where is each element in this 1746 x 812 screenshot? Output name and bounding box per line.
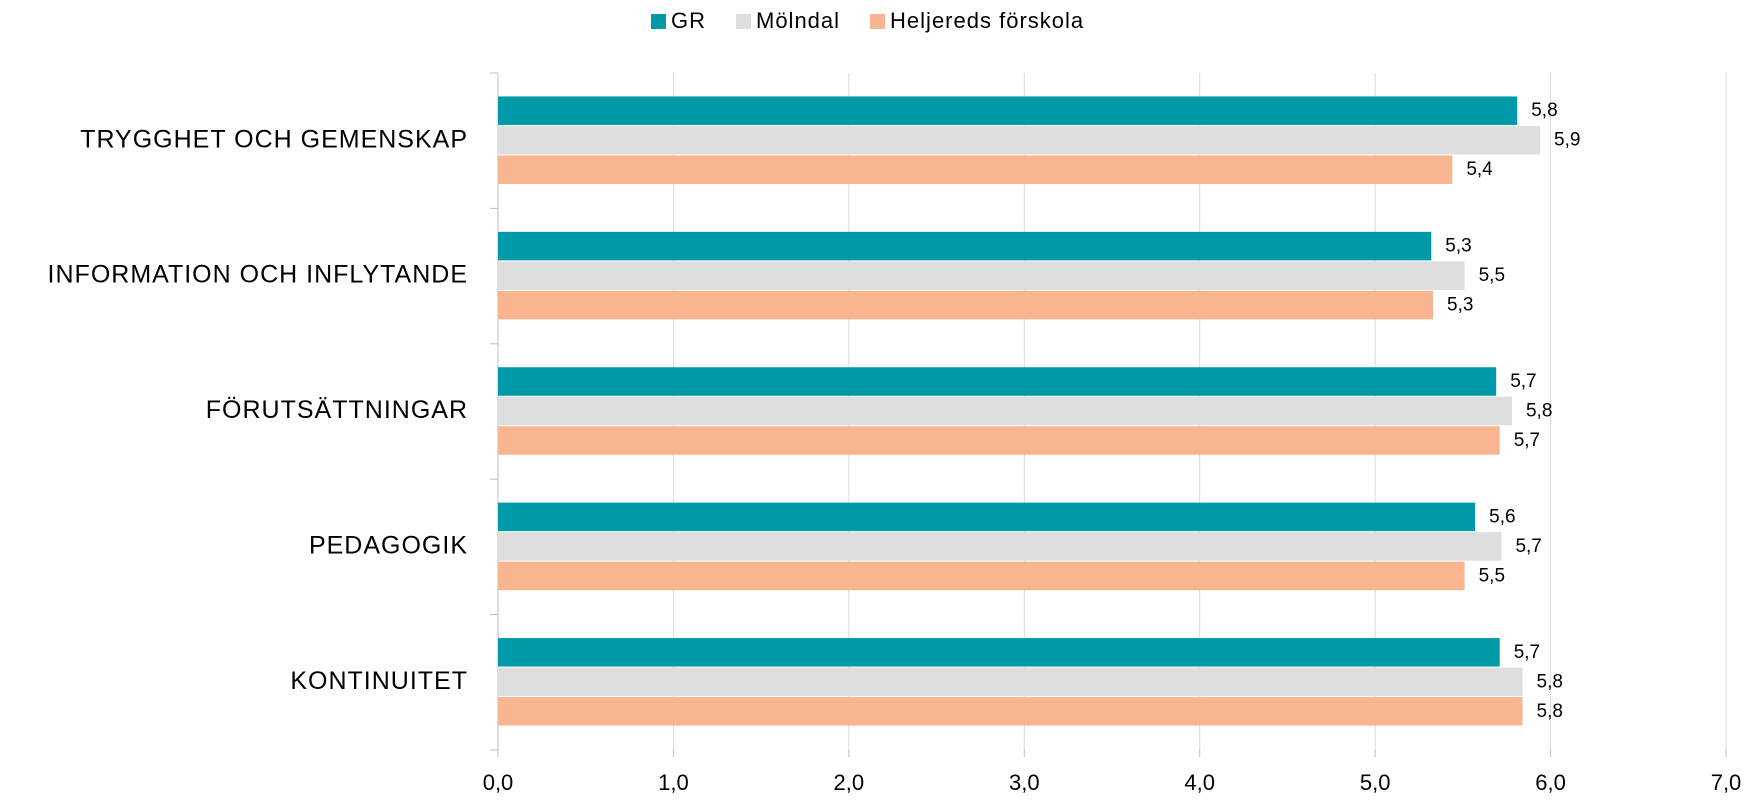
bar [498,426,1500,455]
x-tick-label: 7,0 [1711,770,1742,795]
data-label: 5,7 [1515,536,1541,557]
category-label: KONTINUITET [290,667,468,695]
legend-label: Heljereds förskola [890,8,1084,33]
category-label: PEDAGOGIK [309,532,468,560]
x-tick-label: 0,0 [483,770,514,795]
bar [498,396,1512,426]
bar [498,367,1497,396]
data-label: 5,3 [1447,295,1473,316]
bar [498,532,1502,561]
category-label: FÖRUTSÄTTNINGAR [206,396,468,424]
data-label: 5,7 [1514,642,1540,663]
bar [498,261,1465,290]
bar [498,290,1434,320]
data-label: 5,8 [1526,401,1552,422]
category-label: INFORMATION OCH INFLYTANDE [48,261,468,289]
data-label: 5,8 [1531,100,1557,121]
bar [498,667,1523,697]
bar [498,697,1523,726]
bar [498,96,1518,125]
bar [498,638,1500,667]
category-label: TRYGGHET OCH GEMENSKAP [80,125,468,153]
data-label: 5,4 [1466,159,1493,180]
legend-swatch [736,14,751,29]
bar [498,231,1432,261]
data-label: 5,8 [1537,671,1563,692]
legend-swatch [870,14,886,29]
x-tick-label: 3,0 [1009,770,1040,795]
legend-label: Mölndal [756,8,840,33]
bar [498,125,1541,155]
x-tick-label: 4,0 [1184,770,1215,795]
data-label: 5,7 [1514,430,1540,451]
x-tick-label: 1,0 [658,770,689,795]
data-label: 5,6 [1489,506,1515,527]
data-label: 5,9 [1554,130,1580,151]
data-label: 5,5 [1479,265,1505,286]
x-tick-label: 6,0 [1535,770,1566,795]
bar [498,502,1476,532]
data-label: 5,8 [1537,701,1563,722]
data-label: 5,7 [1510,371,1536,392]
bar [498,561,1465,591]
legend-label: GR [671,8,706,33]
x-tick-label: 2,0 [834,770,865,795]
legend-swatch [651,14,666,29]
data-label: 5,3 [1445,236,1471,257]
bar [498,155,1453,184]
x-tick-label: 5,0 [1360,770,1391,795]
data-label: 5,5 [1479,565,1505,586]
